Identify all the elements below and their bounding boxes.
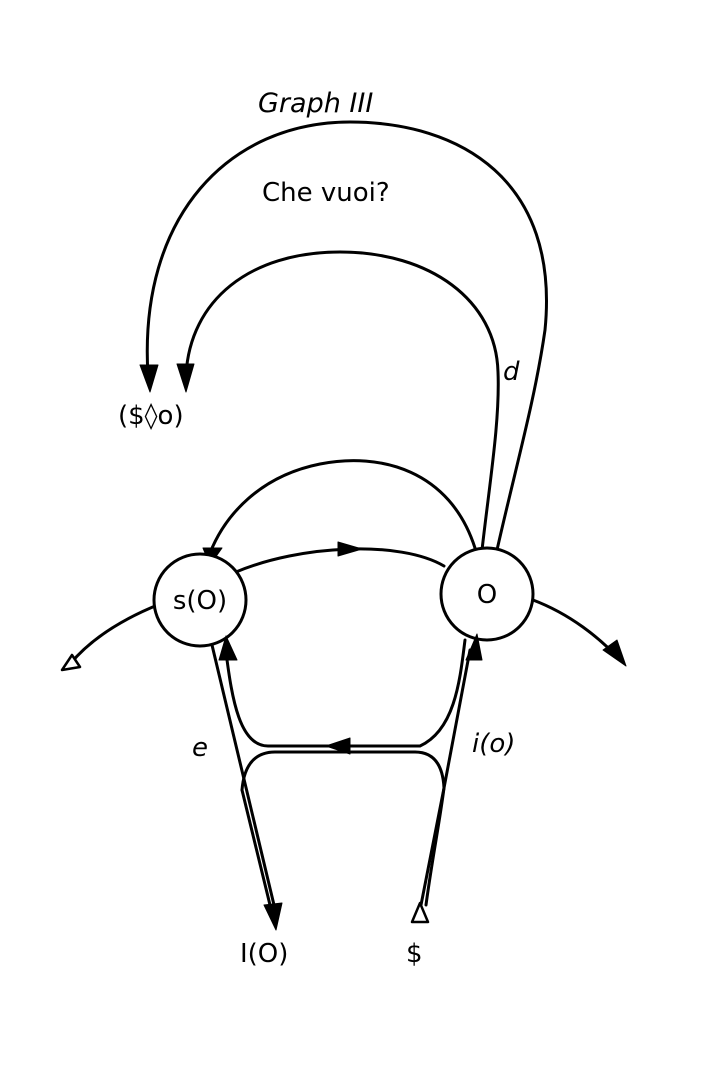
node-other-label: O [477,580,497,610]
chain-arc-arrowhead [337,541,363,557]
subject-vector-arrowhead [465,633,483,661]
lower-loop-top [224,638,467,748]
chain-right-arrowhead [602,639,627,667]
graph-title: Graph III [258,88,373,119]
ego-image-label: i(o) [472,729,515,759]
desire-label: d [503,357,520,387]
e-vector-arrowhead [263,902,283,931]
inner-arc-arrowhead [176,363,195,393]
s-of-O-arrowhead [218,635,238,661]
chain-left-open-triangle [60,653,82,672]
lower-loop-bottom [240,750,446,792]
subject-vector-outer [424,786,446,907]
che-vuoi-label: Che vuoi? [262,178,390,208]
subject-label: $ [406,939,423,969]
e-vector-inner [240,788,272,907]
outer-arc-arrowhead [139,364,159,393]
node-signified-label: s(O) [173,586,227,616]
chain-left-extension [68,602,162,666]
ego-ideal-label: I(O) [240,939,288,969]
node-other: O [439,546,535,642]
e-vector [210,643,276,907]
subject-open-triangle [410,901,430,924]
node-signified: s(O) [152,552,248,648]
subject-vector [419,648,472,907]
ego-label: e [192,733,208,763]
lower-loop-arrowhead [325,737,351,755]
inner-arc-fantasy [184,250,500,552]
retro-arc [208,459,477,555]
outer-arc-desire [145,120,548,552]
fantasy-label: ($◊o) [118,401,184,431]
